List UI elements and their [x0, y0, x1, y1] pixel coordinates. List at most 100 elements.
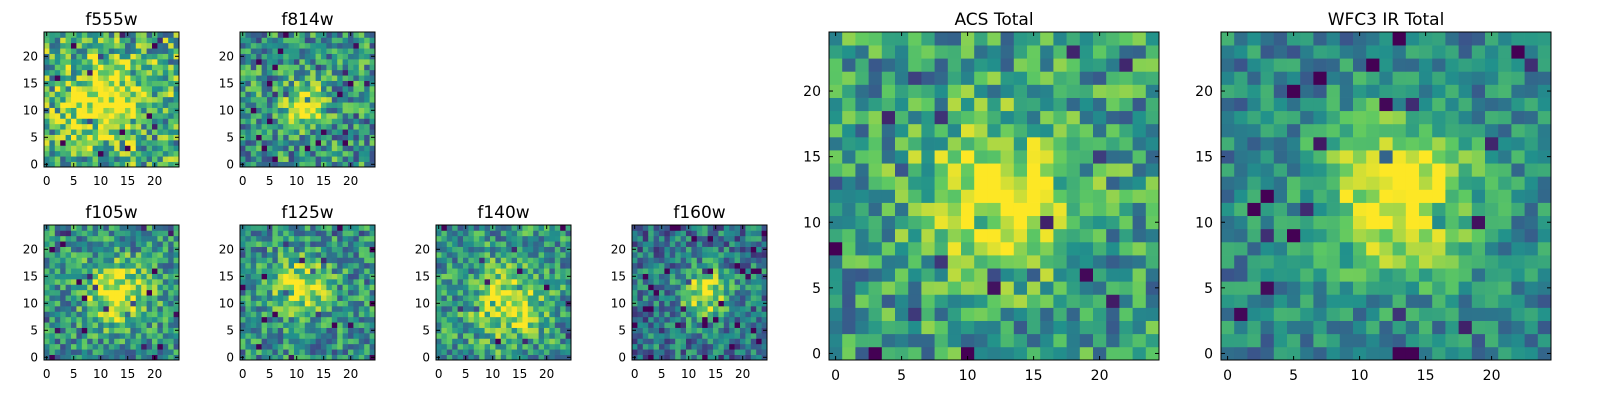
heatmap-cell	[141, 354, 147, 361]
heatmap-cell	[81, 107, 88, 114]
heatmap-cell	[92, 289, 99, 296]
heatmap-cell	[468, 235, 475, 242]
heatmap-cell	[103, 140, 110, 146]
heatmap-cell	[114, 69, 120, 76]
heatmap-cell	[921, 163, 935, 177]
heatmap-cell	[1053, 58, 1067, 72]
heatmap-cell	[664, 295, 671, 301]
heatmap-cell	[490, 322, 496, 328]
heatmap-cell	[135, 140, 142, 146]
heatmap-cell	[506, 311, 512, 318]
heatmap-cell	[441, 343, 448, 350]
heatmap-cell	[71, 140, 77, 146]
heatmap-cell	[495, 295, 502, 301]
heatmap-cell	[337, 252, 343, 258]
heatmap-cell	[829, 32, 843, 46]
heatmap-cell	[664, 252, 671, 258]
heatmap-cell	[987, 333, 1001, 348]
heatmap-cell	[348, 145, 354, 152]
heatmap-cell	[895, 202, 909, 217]
heatmap-cell	[272, 123, 279, 130]
heatmap-cell	[277, 246, 284, 253]
heatmap-cell	[1053, 110, 1067, 125]
heatmap-cell	[1511, 281, 1525, 295]
heatmap-cell	[637, 262, 644, 269]
heatmap-cell	[675, 333, 681, 339]
heatmap-cell	[65, 53, 72, 60]
heatmap-cell	[342, 333, 349, 339]
heatmap-cell	[707, 300, 714, 307]
heatmap-cell	[157, 230, 164, 237]
heatmap-cell	[103, 338, 110, 345]
heatmap-cell	[560, 241, 566, 247]
heatmap-cell	[342, 59, 349, 65]
heatmap-cell	[342, 230, 349, 237]
heatmap-cell	[256, 107, 262, 114]
heatmap-cell	[310, 268, 316, 274]
heatmap-cell	[130, 279, 137, 285]
heatmap-cell	[299, 289, 306, 296]
heatmap-cell	[342, 145, 349, 152]
heatmap-cell	[141, 257, 147, 264]
heatmap-cell	[135, 42, 142, 49]
heatmap-cell	[1132, 320, 1147, 335]
heatmap-cell	[76, 241, 83, 247]
heatmap-cell	[250, 48, 257, 54]
heatmap-cell	[479, 295, 485, 301]
heatmap-cell	[538, 300, 545, 307]
heatmap-cell	[141, 140, 147, 146]
heatmap-cell	[261, 91, 268, 98]
heatmap-cell	[1106, 58, 1120, 72]
heatmap-cell	[538, 252, 545, 258]
heatmap-cell	[436, 306, 442, 312]
heatmap-cell	[49, 118, 56, 125]
x-tick-label: 15	[512, 367, 527, 381]
heatmap-cell	[707, 338, 714, 345]
heatmap-cell	[103, 156, 110, 162]
heatmap-cell	[1027, 255, 1041, 269]
heatmap-cell	[1313, 215, 1327, 230]
heatmap-cell	[272, 161, 279, 168]
heatmap-cell	[1287, 307, 1301, 321]
heatmap-cell	[452, 230, 458, 237]
heatmap-cell	[337, 59, 343, 65]
heatmap-cell	[152, 140, 158, 146]
heatmap-cell	[294, 129, 300, 135]
heatmap-cell	[527, 257, 534, 264]
heatmap-cell	[141, 96, 147, 103]
heatmap-cell	[130, 134, 137, 141]
heatmap-cell	[71, 75, 77, 81]
heatmap-cell	[92, 102, 99, 108]
heatmap-cell	[245, 75, 252, 81]
heatmap-cell	[457, 316, 464, 323]
heatmap-cell	[173, 64, 180, 71]
heatmap-cell	[130, 333, 137, 339]
heatmap-cell	[331, 284, 338, 291]
heatmap-cell	[71, 113, 77, 119]
heatmap-cell	[245, 230, 252, 237]
heatmap-cell	[1524, 255, 1539, 269]
heatmap-cell	[299, 268, 306, 274]
heatmap-cell	[463, 252, 469, 258]
heatmap-cell	[921, 123, 935, 138]
heatmap-cell	[441, 327, 448, 334]
heatmap-cell	[245, 262, 252, 269]
heatmap-cell	[713, 327, 719, 334]
heatmap-cell	[87, 32, 93, 38]
heatmap-cell	[1000, 320, 1015, 335]
heatmap-cell	[1106, 84, 1120, 98]
heatmap-cell	[342, 273, 349, 280]
heatmap-cell	[490, 273, 496, 280]
heatmap-cell	[1247, 241, 1261, 256]
heatmap-cell	[168, 129, 174, 135]
heatmap-cell	[527, 289, 534, 296]
heatmap-cell	[686, 273, 692, 280]
heatmap-cell	[54, 284, 61, 291]
heatmap-cell	[353, 86, 360, 92]
heatmap-cell	[294, 118, 300, 125]
heatmap-cell	[108, 300, 115, 307]
heatmap-cell	[1524, 215, 1539, 230]
heatmap-cell	[468, 246, 475, 253]
heatmap-cell	[473, 338, 480, 345]
